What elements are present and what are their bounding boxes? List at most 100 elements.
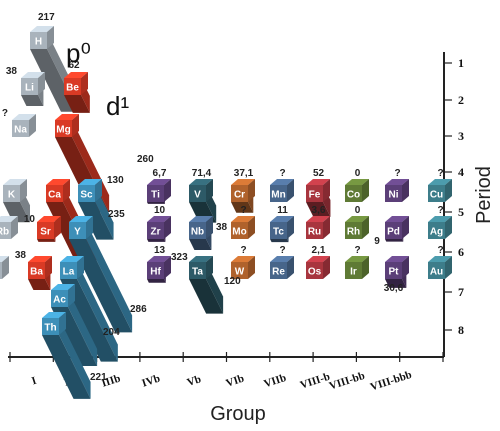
bar-front-face bbox=[21, 78, 38, 95]
element-symbol-label: Pd bbox=[387, 227, 400, 238]
value-label-cu: ? bbox=[437, 168, 443, 179]
value-label-w: ? bbox=[240, 245, 246, 256]
value-label-ru: 3,6 bbox=[312, 205, 326, 216]
bar-right-face bbox=[445, 216, 452, 239]
bar-front-face bbox=[270, 222, 287, 239]
bar-right-face bbox=[95, 179, 102, 202]
bar-top-face bbox=[428, 256, 452, 262]
bar-top-face bbox=[147, 179, 171, 185]
element-bar-ta: Ta bbox=[189, 256, 224, 314]
bar-right-face bbox=[54, 216, 61, 239]
bar-bottom-face bbox=[189, 279, 224, 314]
bar-bottom-face bbox=[28, 279, 51, 290]
element-bar-ni: Ni bbox=[385, 179, 409, 202]
value-label-ni: ? bbox=[394, 168, 400, 179]
bar-front-face bbox=[42, 318, 59, 335]
bar-front-face bbox=[28, 262, 45, 279]
element-symbol-label: Sc bbox=[80, 190, 93, 201]
bar-right-face bbox=[47, 26, 54, 49]
element-bar-re: Re bbox=[270, 256, 294, 279]
bar-top-face bbox=[231, 216, 255, 222]
bar-bottom-face bbox=[78, 202, 114, 240]
element-symbol-label: Be bbox=[66, 83, 79, 94]
element-bar-ir: Ir bbox=[345, 256, 369, 279]
value-label-pt: 30,6 bbox=[384, 283, 404, 294]
element-symbol-label: Ta bbox=[192, 267, 203, 278]
legend-annotation-d1: d¹ bbox=[106, 91, 129, 121]
value-label-re: ? bbox=[279, 245, 285, 256]
element-symbol-label: Mg bbox=[56, 125, 70, 136]
element-bar-ba: Ba bbox=[28, 256, 52, 290]
bar-top-face bbox=[55, 114, 79, 120]
value-label-mg: 260 bbox=[137, 154, 154, 165]
y-tick-label: 8 bbox=[458, 323, 464, 337]
bar-top-face bbox=[231, 256, 255, 262]
bar-top-face bbox=[428, 179, 452, 185]
element-symbol-label: Y bbox=[74, 227, 81, 238]
element-bar-ag: Ag bbox=[428, 216, 452, 239]
bar-bottom-face bbox=[270, 239, 289, 243]
legend-annotation-p0: p⁰ bbox=[66, 38, 91, 68]
element-symbol-label: Na bbox=[14, 125, 27, 136]
bar-right-face bbox=[362, 179, 369, 202]
value-label-ir: ? bbox=[354, 245, 360, 256]
bar-front-face bbox=[147, 262, 164, 279]
bar-bottom-face bbox=[147, 279, 166, 283]
element-symbol-label: H bbox=[35, 37, 42, 48]
bar-bottom-face bbox=[64, 95, 90, 113]
bar-right-face bbox=[81, 72, 88, 95]
bar-top-face bbox=[30, 26, 54, 32]
value-label-tc: 11 bbox=[277, 205, 288, 216]
element-symbol-label: Ba bbox=[30, 267, 43, 278]
bar-bottom-face bbox=[231, 202, 254, 213]
element-symbol-label: Li bbox=[25, 83, 34, 94]
bar-front-face bbox=[0, 222, 11, 239]
bar-top-face bbox=[270, 216, 294, 222]
element-symbol-label: La bbox=[63, 267, 75, 278]
element-bar-rh: Rh bbox=[345, 216, 369, 239]
element-bar-zr: Zr bbox=[147, 216, 171, 242]
bar-right-face bbox=[206, 179, 213, 202]
bar-top-face bbox=[12, 114, 36, 120]
bar-front-face bbox=[270, 185, 287, 202]
element-symbol-label: Tc bbox=[273, 227, 284, 238]
bar-top-face bbox=[37, 216, 61, 222]
value-label-ba: 38 bbox=[15, 250, 27, 261]
element-bar-cr: Cr bbox=[231, 179, 255, 213]
bar-right-face bbox=[402, 216, 409, 239]
value-label-y: 323 bbox=[171, 252, 188, 263]
value-label-th: 221 bbox=[90, 372, 107, 383]
bar-bottom-face bbox=[306, 202, 331, 218]
bar-front-face bbox=[78, 185, 95, 202]
element-symbol-label: Ac bbox=[53, 295, 66, 306]
bar-top-face bbox=[306, 216, 330, 222]
value-label-nb: 38 bbox=[216, 222, 228, 233]
bar-right-face bbox=[206, 216, 213, 239]
element-symbol-label: W bbox=[235, 267, 245, 278]
bar-top-face bbox=[231, 179, 255, 185]
bar-top-face bbox=[21, 72, 45, 78]
bar-right-face bbox=[287, 179, 294, 202]
value-label-hf: 13 bbox=[154, 245, 166, 256]
element-symbol-label: Cu bbox=[430, 190, 443, 201]
element-symbol-label: Ti bbox=[151, 190, 160, 201]
value-label-co: 0 bbox=[355, 168, 361, 179]
bar-front-face bbox=[55, 120, 72, 137]
bar-front-face bbox=[428, 222, 445, 239]
element-symbol-label: Au bbox=[430, 267, 443, 278]
element-symbol-label: Co bbox=[347, 190, 360, 201]
value-label-os: 2,1 bbox=[312, 245, 326, 256]
y-tick-label: 3 bbox=[458, 129, 464, 143]
element-bar-cs: Cs bbox=[0, 256, 9, 279]
y-axis-title: Period bbox=[473, 166, 495, 224]
bar-right-face bbox=[445, 179, 452, 202]
bar-bottom-face bbox=[3, 202, 30, 223]
bar-front-face bbox=[306, 262, 323, 279]
bar-front-face bbox=[64, 78, 81, 95]
bar-top-face bbox=[51, 284, 75, 290]
value-label-be: 62 bbox=[68, 60, 80, 71]
bar-top-face bbox=[345, 256, 369, 262]
element-bar-sc: Sc bbox=[78, 179, 114, 240]
bar-top-face bbox=[428, 216, 452, 222]
